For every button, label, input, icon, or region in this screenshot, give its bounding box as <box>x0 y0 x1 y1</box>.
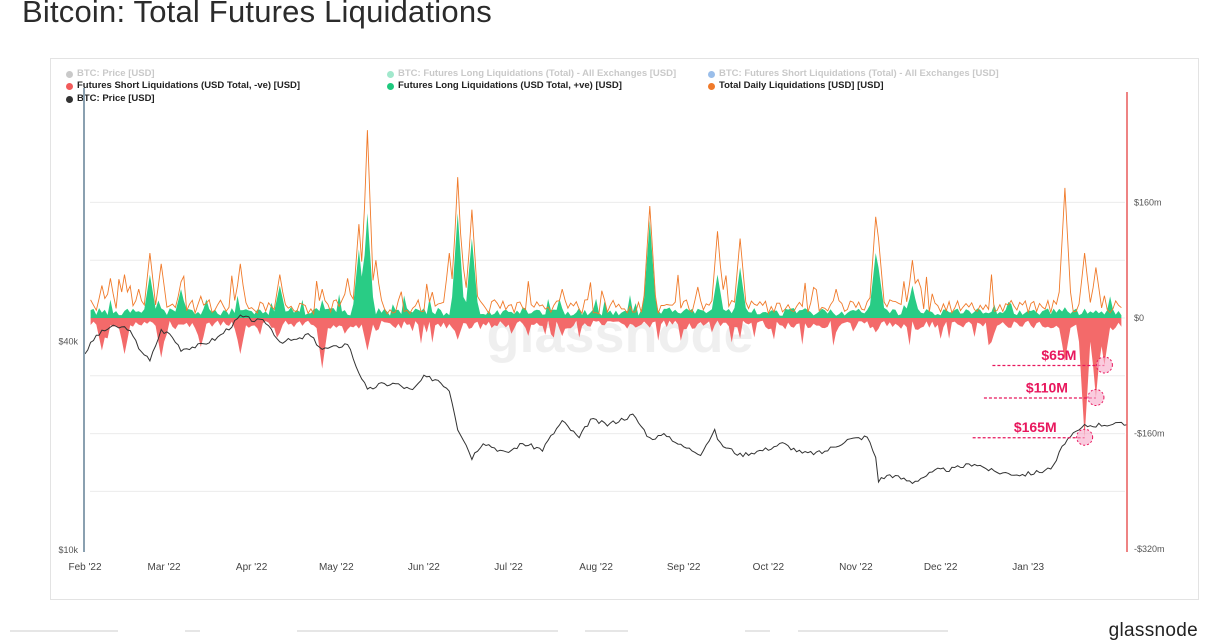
x-axis-tick-label: Apr '22 <box>236 562 268 573</box>
annotation-label: $110M <box>1026 379 1068 395</box>
legend-item[interactable]: BTC: Futures Long Liquidations (Total) -… <box>387 68 708 80</box>
legend-swatch-icon <box>708 83 715 91</box>
legend-row: Futures Short Liquidations (USD Total, -… <box>66 80 1146 92</box>
legend-item[interactable]: Futures Short Liquidations (USD Total, -… <box>66 80 387 92</box>
x-axis-tick-label: Mar '22 <box>148 562 181 573</box>
legend-label: BTC: Futures Short Liquidations (Total) … <box>719 68 999 79</box>
legend-row: BTC: Price [USD] <box>66 93 1146 105</box>
legend-item[interactable]: BTC: Price [USD] <box>66 93 387 105</box>
legend-label: BTC: Price [USD] <box>77 92 155 104</box>
right-axis-tick-label: -$320m <box>1134 544 1165 554</box>
legend-swatch-icon <box>387 83 394 91</box>
x-axis-tick-label: Sep '22 <box>667 562 701 573</box>
annotation-label: $65M <box>1041 347 1076 363</box>
annotation-marker <box>1095 356 1113 374</box>
legend-item[interactable]: Futures Long Liquidations (USD Total, +v… <box>387 80 708 92</box>
legend-item[interactable]: Total Daily Liquidations [USD] [USD] <box>708 80 1108 92</box>
annotation-marker <box>1087 388 1105 406</box>
legend-swatch-icon <box>66 95 73 103</box>
x-axis-tick-label: Jul '22 <box>494 562 523 573</box>
left-axis-tick-label: $10k <box>58 545 78 555</box>
annotation-marker <box>1076 428 1094 446</box>
legend-label: Total Daily Liquidations [USD] [USD] <box>719 80 884 92</box>
legend-row: BTC: Price [USD] BTC: Futures Long Liquid… <box>66 68 1146 80</box>
legend-label: BTC: Futures Long Liquidations (Total) -… <box>398 68 677 79</box>
right-axis-tick-label: $0 <box>1134 313 1144 323</box>
legend-swatch-icon <box>66 83 73 91</box>
legend-label: Futures Long Liquidations (USD Total, +v… <box>398 80 622 92</box>
page-title: Bitcoin: Total Futures Liquidations <box>22 0 492 29</box>
x-axis-tick-label: Feb '22 <box>68 562 101 573</box>
left-axis-tick-label: $40k <box>58 336 78 346</box>
x-axis-tick-label: Oct '22 <box>753 562 785 573</box>
x-axis-tick-label: Aug '22 <box>579 562 613 573</box>
right-axis-tick-label: $160m <box>1134 197 1162 207</box>
right-axis-tick-label: -$160m <box>1134 429 1165 439</box>
footer-dividers <box>10 630 948 632</box>
legend-item[interactable]: BTC: Futures Short Liquidations (Total) … <box>708 68 1108 80</box>
annotation-label: $165M <box>1014 419 1057 435</box>
brand-logo: glassnode <box>1108 620 1198 641</box>
x-axis-tick-label: Jan '23 <box>1012 562 1044 573</box>
legend-label: BTC: Price [USD] <box>77 68 155 79</box>
chart-legend: BTC: Price [USD] BTC: Futures Long Liquid… <box>66 68 1146 105</box>
legend-swatch-icon <box>66 70 73 78</box>
x-axis-tick-label: Nov '22 <box>839 562 873 573</box>
x-axis-tick-label: Dec '22 <box>924 562 958 573</box>
series-btc-price <box>84 314 1128 485</box>
legend-swatch-icon <box>387 70 394 78</box>
series-total-liquidations <box>90 130 1122 316</box>
legend-swatch-icon <box>708 70 715 78</box>
legend-label: Futures Short Liquidations (USD Total, -… <box>77 80 301 92</box>
x-axis-tick-label: May '22 <box>319 562 354 573</box>
legend-item[interactable]: BTC: Price [USD] <box>66 68 387 80</box>
x-axis-tick-label: Jun '22 <box>408 562 440 573</box>
series-long-liquidations <box>90 213 1122 318</box>
